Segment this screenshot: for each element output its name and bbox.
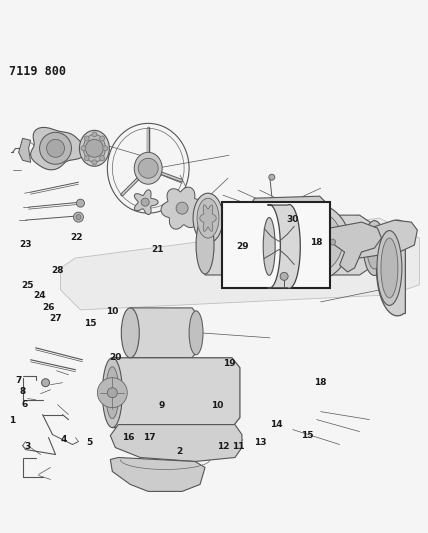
Circle shape <box>84 136 89 141</box>
Ellipse shape <box>121 308 139 358</box>
Text: 23: 23 <box>19 240 32 249</box>
Text: 30: 30 <box>287 215 299 224</box>
Ellipse shape <box>363 221 386 276</box>
Text: 22: 22 <box>70 233 83 242</box>
Text: 18: 18 <box>315 378 327 387</box>
Polygon shape <box>31 127 86 170</box>
Polygon shape <box>110 425 242 462</box>
Text: 6: 6 <box>21 400 27 409</box>
Text: 26: 26 <box>42 303 55 312</box>
Polygon shape <box>200 205 216 231</box>
Ellipse shape <box>106 367 119 418</box>
Circle shape <box>100 156 104 160</box>
Bar <box>260 202 315 227</box>
Text: 2: 2 <box>177 447 183 456</box>
Circle shape <box>107 387 117 398</box>
Polygon shape <box>161 187 203 229</box>
Circle shape <box>277 209 342 275</box>
Ellipse shape <box>197 198 219 238</box>
Ellipse shape <box>134 152 162 184</box>
Text: 10: 10 <box>106 307 119 316</box>
Circle shape <box>265 209 271 215</box>
Polygon shape <box>112 358 240 427</box>
Text: 27: 27 <box>49 314 62 323</box>
Circle shape <box>81 146 86 151</box>
Text: 5: 5 <box>86 439 92 448</box>
Polygon shape <box>130 308 200 358</box>
Text: 7119 800: 7119 800 <box>9 66 65 78</box>
Text: 14: 14 <box>270 421 282 430</box>
Text: 8: 8 <box>20 387 26 396</box>
Circle shape <box>84 156 89 160</box>
Text: 25: 25 <box>21 280 33 289</box>
Text: 29: 29 <box>237 242 250 251</box>
Ellipse shape <box>263 217 275 276</box>
Text: 18: 18 <box>310 238 323 247</box>
Polygon shape <box>60 218 419 310</box>
Circle shape <box>74 212 83 222</box>
Circle shape <box>39 132 71 164</box>
Circle shape <box>42 379 50 386</box>
Text: 28: 28 <box>51 266 63 275</box>
Circle shape <box>92 160 97 165</box>
Circle shape <box>76 215 81 220</box>
Ellipse shape <box>381 238 398 298</box>
Text: 17: 17 <box>143 433 155 442</box>
Text: 10: 10 <box>211 401 223 410</box>
Circle shape <box>330 239 336 245</box>
Circle shape <box>302 209 308 215</box>
Circle shape <box>284 239 290 245</box>
Circle shape <box>86 139 103 157</box>
Text: 12: 12 <box>217 442 230 451</box>
Circle shape <box>100 136 104 141</box>
Circle shape <box>98 378 127 408</box>
Circle shape <box>77 199 84 207</box>
Text: 16: 16 <box>122 433 134 442</box>
Polygon shape <box>205 215 380 275</box>
Text: 11: 11 <box>232 442 245 451</box>
Ellipse shape <box>80 131 109 166</box>
Ellipse shape <box>377 231 402 305</box>
Text: 3: 3 <box>24 442 30 451</box>
Ellipse shape <box>102 358 122 427</box>
Circle shape <box>47 139 65 157</box>
Circle shape <box>138 158 158 178</box>
Circle shape <box>92 132 97 137</box>
Text: 13: 13 <box>254 439 266 448</box>
Text: 4: 4 <box>61 435 67 444</box>
Circle shape <box>141 198 149 206</box>
Ellipse shape <box>196 216 214 274</box>
Circle shape <box>103 146 108 151</box>
Circle shape <box>176 202 188 214</box>
Polygon shape <box>357 220 417 258</box>
Text: 15: 15 <box>301 431 313 440</box>
Circle shape <box>269 174 275 180</box>
Ellipse shape <box>189 311 203 355</box>
Ellipse shape <box>193 193 223 243</box>
Polygon shape <box>134 190 158 215</box>
Ellipse shape <box>83 134 105 162</box>
Polygon shape <box>268 205 300 288</box>
Circle shape <box>307 216 313 222</box>
Polygon shape <box>19 139 30 162</box>
Text: 7: 7 <box>15 376 22 385</box>
Polygon shape <box>377 220 405 316</box>
Text: 9: 9 <box>159 401 165 410</box>
Circle shape <box>280 272 288 280</box>
Text: 1: 1 <box>9 416 16 425</box>
Circle shape <box>307 262 313 268</box>
Circle shape <box>270 202 350 282</box>
Polygon shape <box>248 196 327 235</box>
Bar <box>222 201 330 288</box>
Circle shape <box>295 227 325 257</box>
Text: 21: 21 <box>152 245 164 254</box>
Text: 15: 15 <box>84 319 97 328</box>
Polygon shape <box>110 457 205 491</box>
Text: 24: 24 <box>33 291 45 300</box>
Polygon shape <box>327 222 381 272</box>
Text: 20: 20 <box>109 353 121 362</box>
Ellipse shape <box>367 227 382 269</box>
Text: 19: 19 <box>223 359 235 368</box>
